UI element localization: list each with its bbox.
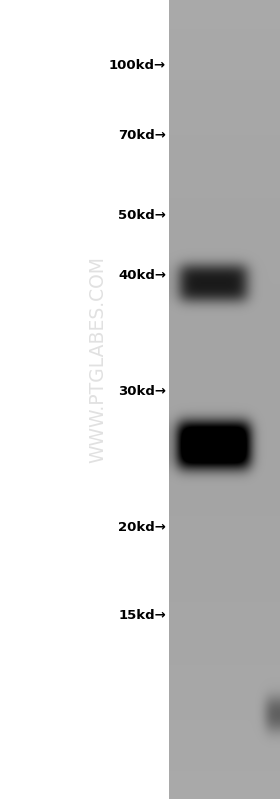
Text: 30kd→: 30kd→ bbox=[118, 385, 166, 398]
Text: 50kd→: 50kd→ bbox=[118, 209, 166, 222]
Text: 40kd→: 40kd→ bbox=[118, 269, 166, 282]
Text: 100kd→: 100kd→ bbox=[109, 59, 166, 72]
Text: WWW.PTGLABES.COM: WWW.PTGLABES.COM bbox=[88, 256, 108, 463]
Text: 20kd→: 20kd→ bbox=[118, 521, 166, 534]
Text: 15kd→: 15kd→ bbox=[118, 609, 166, 622]
Text: 70kd→: 70kd→ bbox=[118, 129, 166, 142]
